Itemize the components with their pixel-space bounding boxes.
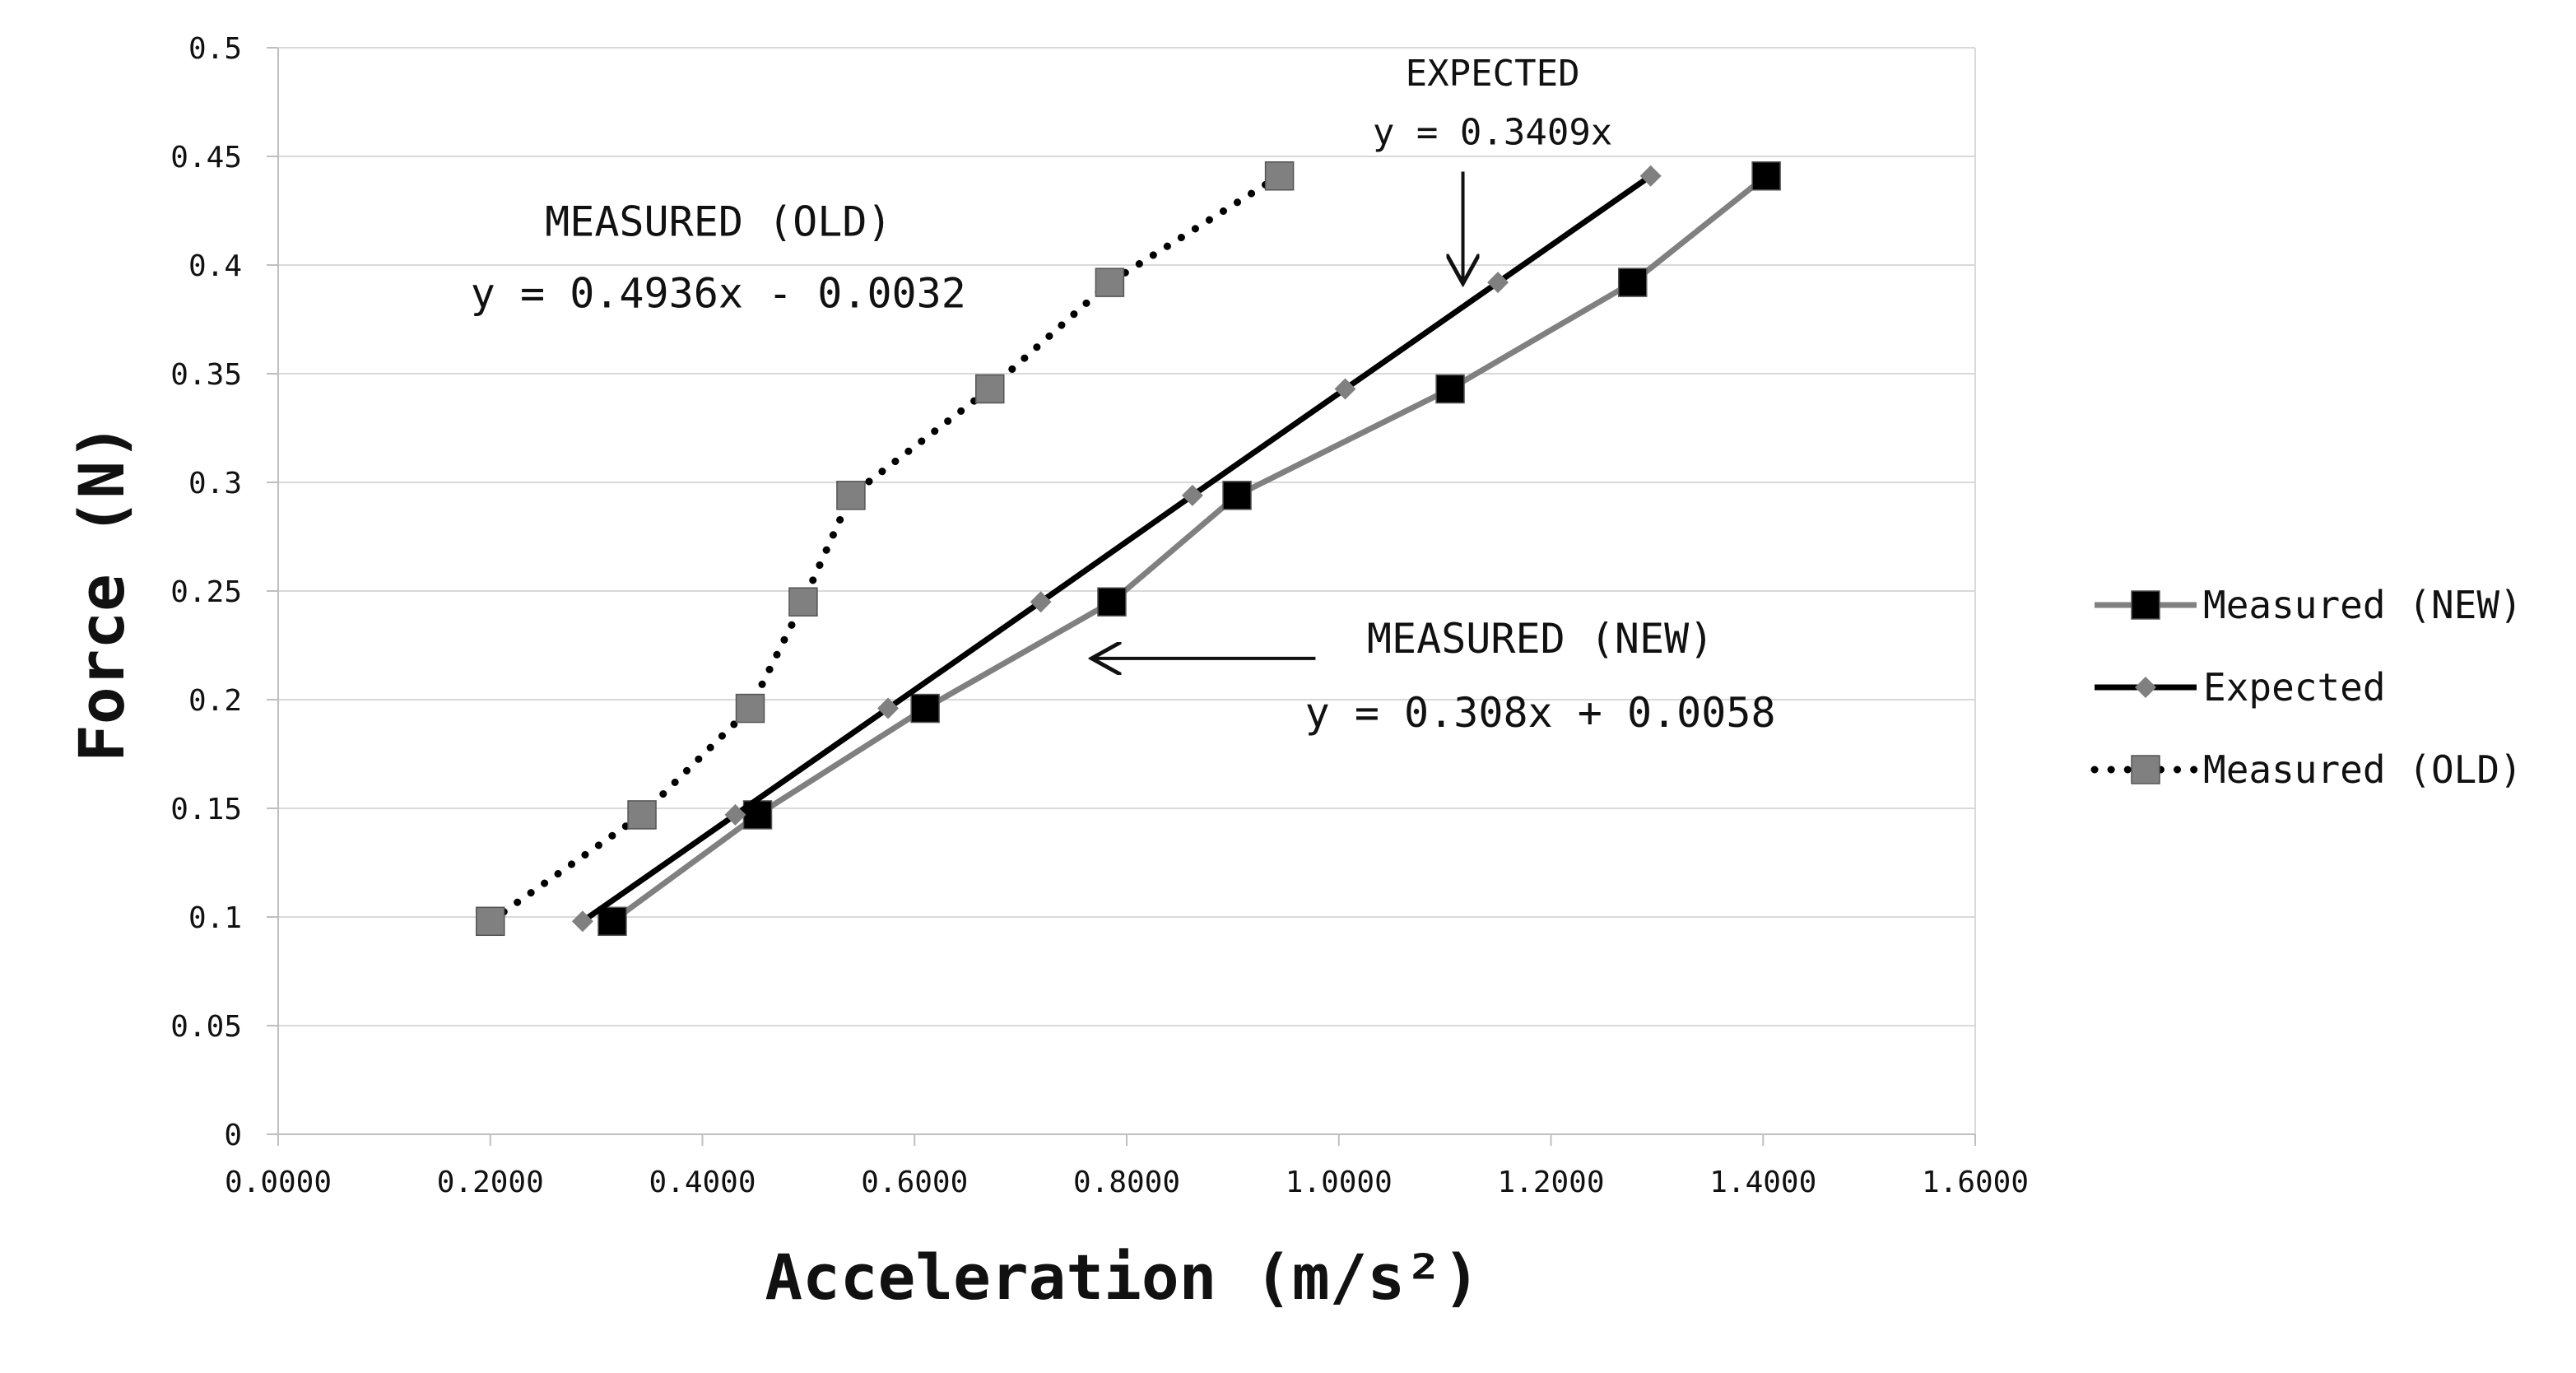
data-point <box>1030 591 1052 613</box>
y-tick-label: 0.1 <box>188 901 242 935</box>
data-point <box>571 910 593 933</box>
data-point <box>735 693 765 724</box>
plot-area <box>476 161 1781 937</box>
annotation-expected-eq: y = 0.3409x <box>1373 111 1612 153</box>
series-line <box>580 173 1653 924</box>
data-point <box>1487 272 1509 294</box>
data-point <box>1181 484 1203 506</box>
annotation-expected-title: EXPECTED <box>1406 53 1580 95</box>
y-tick-label: 0.4 <box>188 249 242 283</box>
data-point <box>1222 481 1252 510</box>
legend-item-expected[interactable]: Expected <box>2095 665 2386 710</box>
series-line <box>486 172 1284 925</box>
legend-swatch-marker <box>2131 590 2160 620</box>
series-measured-new <box>598 161 1781 937</box>
data-point <box>1095 268 1125 297</box>
x-tick-label: 0.2000 <box>437 1166 544 1199</box>
legend[interactable]: Measured (NEW) Expected Measured (OLD) <box>2090 583 2523 792</box>
legend-item-measured-old[interactable]: Measured (OLD) <box>2090 747 2523 792</box>
y-tick-label: 0.2 <box>188 684 242 718</box>
legend-label: Expected <box>2203 665 2386 710</box>
data-point <box>1097 587 1127 617</box>
data-point <box>910 693 940 724</box>
y-tick-label: 0.45 <box>170 141 242 175</box>
annotations: EXPECTED y = 0.3409x MEASURED (OLD) y = 0.4… <box>471 53 1776 737</box>
data-point <box>975 374 1005 404</box>
x-tick-label: 1.6000 <box>1922 1166 2029 1199</box>
annotation-old-eq: y = 0.4936x - 0.0032 <box>471 269 966 317</box>
y-tick-label: 0.5 <box>188 32 242 66</box>
x-tick-label: 1.4000 <box>1709 1166 1816 1199</box>
legend-label: Measured (OLD) <box>2203 747 2523 792</box>
y-tick-label: 0.05 <box>170 1010 242 1044</box>
data-point <box>1639 165 1662 187</box>
data-point <box>1334 378 1356 400</box>
legend-swatch-marker <box>2135 677 2156 698</box>
data-point <box>476 906 505 937</box>
series-expected <box>571 165 1662 933</box>
data-point <box>598 906 627 937</box>
annotation-new-eq: y = 0.308x + 0.0058 <box>1305 689 1776 737</box>
axes: 0 0.05 0.1 0.15 0.2 0.25 0.3 0.35 0.4 0.45 0.5 0.00… <box>170 32 2029 1199</box>
data-point <box>1751 161 1781 191</box>
legend-label: Measured (NEW) <box>2203 583 2523 627</box>
y-tick-label: 0.3 <box>188 467 242 500</box>
data-point <box>788 587 818 617</box>
data-point <box>877 697 900 719</box>
data-point <box>1617 268 1648 297</box>
x-tick-label: 0.6000 <box>861 1166 968 1199</box>
annotation-old-title: MEASURED (OLD) <box>545 198 891 245</box>
x-tick-label: 0.4000 <box>649 1166 756 1199</box>
x-tick-label: 1.2000 <box>1497 1166 1604 1199</box>
y-tick-label: 0 <box>224 1119 242 1152</box>
x-tick-label: 0.8000 <box>1073 1166 1180 1199</box>
y-tick-label: 0.25 <box>170 575 242 609</box>
data-point <box>627 800 657 830</box>
x-tick-label: 1.0000 <box>1286 1166 1393 1199</box>
data-point <box>836 481 866 510</box>
annotation-new-title: MEASURED (NEW) <box>1367 615 1713 663</box>
series-measured-old <box>476 161 1295 937</box>
data-point <box>724 803 746 826</box>
y-axis-title: Force (N) <box>65 423 138 762</box>
data-point <box>1264 161 1295 191</box>
legend-item-measured-new[interactable]: Measured (NEW) <box>2095 583 2523 627</box>
y-tick-label: 0.35 <box>170 358 242 392</box>
y-tick-label: 0.15 <box>170 793 242 826</box>
data-point <box>1435 374 1465 404</box>
series-line <box>610 174 1769 924</box>
legend-swatch-marker <box>2131 755 2160 784</box>
x-tick-label: 0.0000 <box>225 1166 332 1199</box>
x-axis-title: Acceleration (m/s²) <box>765 1240 1480 1314</box>
